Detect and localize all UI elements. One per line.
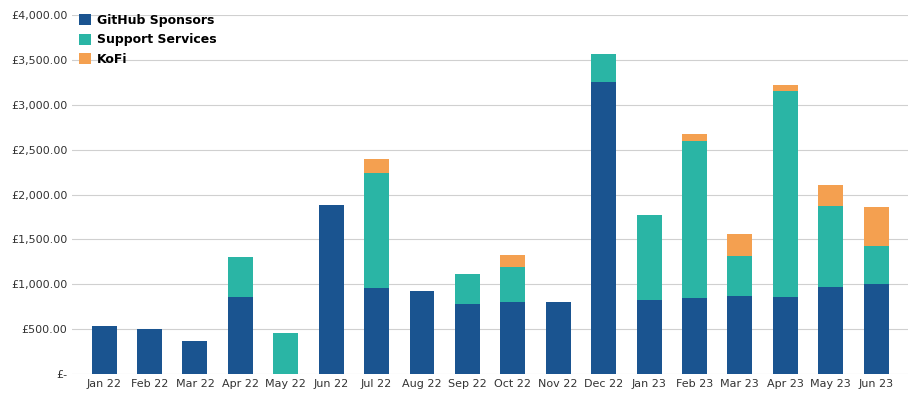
Bar [727, 296, 753, 374]
Bar [864, 284, 889, 374]
Bar [637, 215, 662, 300]
Bar [273, 333, 299, 374]
Bar [137, 329, 162, 374]
Bar [455, 304, 480, 374]
Bar [364, 173, 389, 288]
Bar [591, 82, 616, 374]
Bar [500, 302, 526, 374]
Bar [92, 326, 117, 374]
Bar [727, 234, 753, 256]
Bar [682, 141, 707, 298]
Bar [864, 246, 889, 284]
Bar [773, 297, 798, 374]
Bar [591, 54, 616, 82]
Bar [500, 267, 526, 302]
Bar [228, 297, 253, 374]
Bar [818, 185, 843, 206]
Bar [818, 206, 843, 287]
Bar [773, 85, 798, 91]
Bar [364, 288, 389, 374]
Bar [682, 298, 707, 374]
Legend: GitHub Sponsors, Support Services, KoFi: GitHub Sponsors, Support Services, KoFi [79, 14, 217, 66]
Bar [818, 287, 843, 374]
Bar [319, 205, 344, 374]
Bar [637, 300, 662, 374]
Bar [500, 255, 526, 267]
Bar [364, 159, 389, 173]
Bar [410, 290, 435, 374]
Bar [455, 274, 480, 304]
Bar [682, 134, 707, 141]
Bar [546, 302, 571, 374]
Bar [228, 257, 253, 297]
Bar [183, 341, 208, 374]
Bar [864, 207, 889, 246]
Bar [773, 91, 798, 297]
Bar [727, 256, 753, 296]
